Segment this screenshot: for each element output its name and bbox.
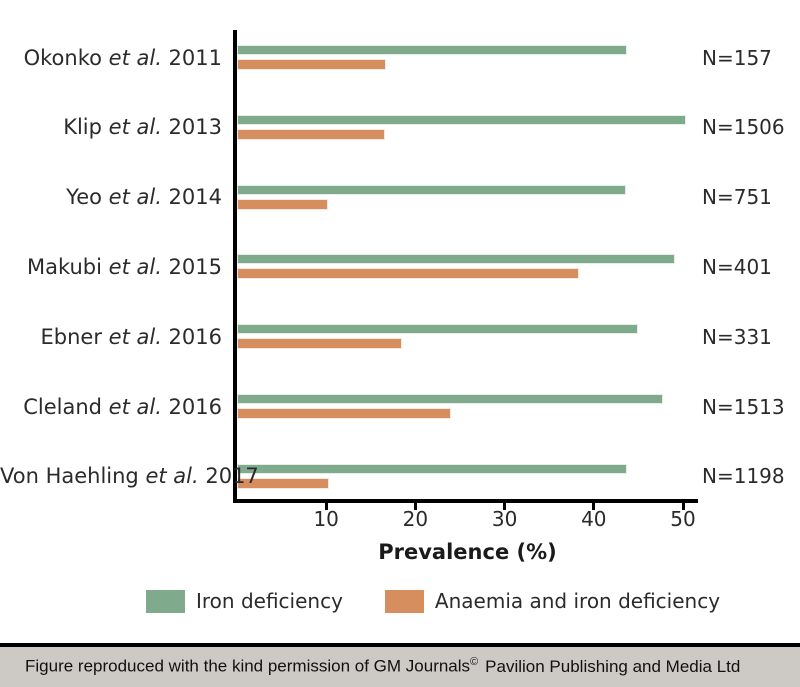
x-axis-tick-label: 40	[581, 507, 607, 531]
x-axis-tick	[324, 503, 328, 510]
footer-text: Figure reproduced with the kind permissi…	[25, 656, 471, 676]
bar-anaemia-iron-deficiency	[237, 198, 328, 210]
bar-iron-deficiency	[237, 254, 675, 265]
x-axis-title: Prevalence (%)	[378, 540, 557, 564]
bar-iron-deficiency	[237, 324, 638, 335]
legend-item-iron-deficiency: Iron deficiency	[146, 589, 343, 613]
category-label: Yeo et al. 2014	[66, 185, 222, 210]
legend-label: Iron deficiency	[196, 589, 343, 613]
sample-size-label: N=157	[702, 45, 772, 70]
bar-iron-deficiency	[237, 114, 686, 125]
sample-size-label: N=1198	[702, 464, 785, 489]
bar-group	[237, 184, 626, 210]
category-label: Klip et al. 2013	[63, 115, 222, 140]
bar-anaemia-iron-deficiency	[237, 128, 386, 140]
sample-size-label: N=401	[702, 254, 772, 279]
bar-anaemia-iron-deficiency	[237, 268, 579, 280]
category-label: Cleland et al. 2016	[23, 394, 222, 419]
bar-iron-deficiency	[237, 45, 627, 55]
x-axis-tick-label: 20	[402, 507, 429, 531]
bar-anaemia-iron-deficiency	[237, 477, 329, 489]
y-axis-line	[233, 30, 237, 503]
bar-anaemia-iron-deficiency	[237, 408, 452, 419]
category-label: Makubi et al. 2015	[27, 254, 222, 279]
x-axis-line	[233, 499, 698, 503]
x-axis-tick-label: 50	[670, 507, 696, 531]
bar-group	[237, 463, 627, 489]
sample-size-label: N=1513	[702, 394, 785, 419]
bar-iron-deficiency	[237, 184, 626, 195]
bar-anaemia-iron-deficiency	[237, 59, 386, 70]
sample-size-label: N=1506	[702, 115, 785, 140]
category-label: Von Haehling et al. 2017	[0, 464, 259, 489]
sample-size-label: N=751	[702, 185, 772, 210]
bar-group	[237, 394, 664, 419]
anaemia-iron-deficiency-swatch	[384, 589, 424, 613]
footer-divider	[0, 643, 800, 647]
iron-deficiency-swatch	[146, 589, 185, 613]
x-axis-tick	[413, 503, 417, 510]
bar-iron-deficiency	[237, 394, 664, 404]
category-label: Okonko et al. 2011	[23, 45, 222, 70]
bar-group	[237, 254, 675, 280]
legend: Iron deficiency Anaemia and iron deficie…	[146, 589, 720, 613]
bar-iron-deficiency	[237, 463, 627, 474]
footer-text-publisher: Pavilion Publishing and Media Ltd	[485, 656, 741, 676]
category-label: Ebner et al. 2016	[40, 324, 222, 349]
copyright-symbol: ©	[470, 656, 479, 668]
bar-group	[237, 45, 627, 70]
x-axis-tick	[592, 503, 596, 510]
bar-anaemia-iron-deficiency	[237, 338, 403, 350]
x-axis-tick	[681, 503, 685, 510]
x-axis-tick-label: 10	[313, 507, 339, 531]
x-axis-tick	[503, 503, 507, 510]
legend-item-anaemia-iron-deficiency: Anaemia and iron deficiency	[384, 589, 721, 613]
x-axis-tick-label: 30	[491, 507, 518, 531]
bar-group	[237, 324, 638, 350]
bar-group	[237, 114, 686, 140]
footer-credit: Figure reproduced with the kind permissi…	[0, 647, 800, 687]
sample-size-label: N=331	[702, 324, 772, 349]
legend-label: Anaemia and iron deficiency	[434, 589, 721, 613]
